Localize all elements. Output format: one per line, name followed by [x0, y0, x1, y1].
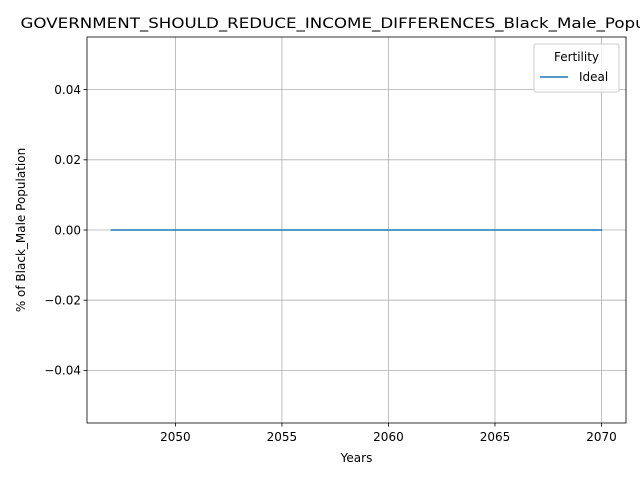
chart-title: GOVERNMENT_SHOULD_REDUCE_INCOME_DIFFEREN…: [21, 16, 640, 32]
legend-box: [533, 43, 620, 93]
legend-label-ideal: Ideal: [579, 70, 608, 84]
y-tick-label: 0.02: [54, 153, 81, 167]
y-tick-label: −0.02: [44, 293, 81, 307]
x-tick-label: 2050: [160, 430, 191, 444]
x-axis-label: Years: [340, 451, 373, 465]
y-tick-label: 0.04: [54, 83, 81, 97]
x-tick-label: 2070: [586, 430, 617, 444]
y-axis-label: % of Black_Male Population: [14, 148, 28, 312]
ticks: 2050 2055 2060 2065 2070 −0.04 −0.02 0.00 0.02 0.…: [44, 83, 617, 444]
legend-title: Fertility: [554, 50, 599, 64]
y-tick-label: −0.04: [44, 364, 81, 378]
y-tick-label: 0.00: [54, 223, 81, 237]
x-tick-label: 2065: [480, 430, 511, 444]
legend: Fertility Ideal: [533, 43, 620, 93]
x-tick-label: 2060: [373, 430, 404, 444]
x-tick-label: 2055: [267, 430, 298, 444]
